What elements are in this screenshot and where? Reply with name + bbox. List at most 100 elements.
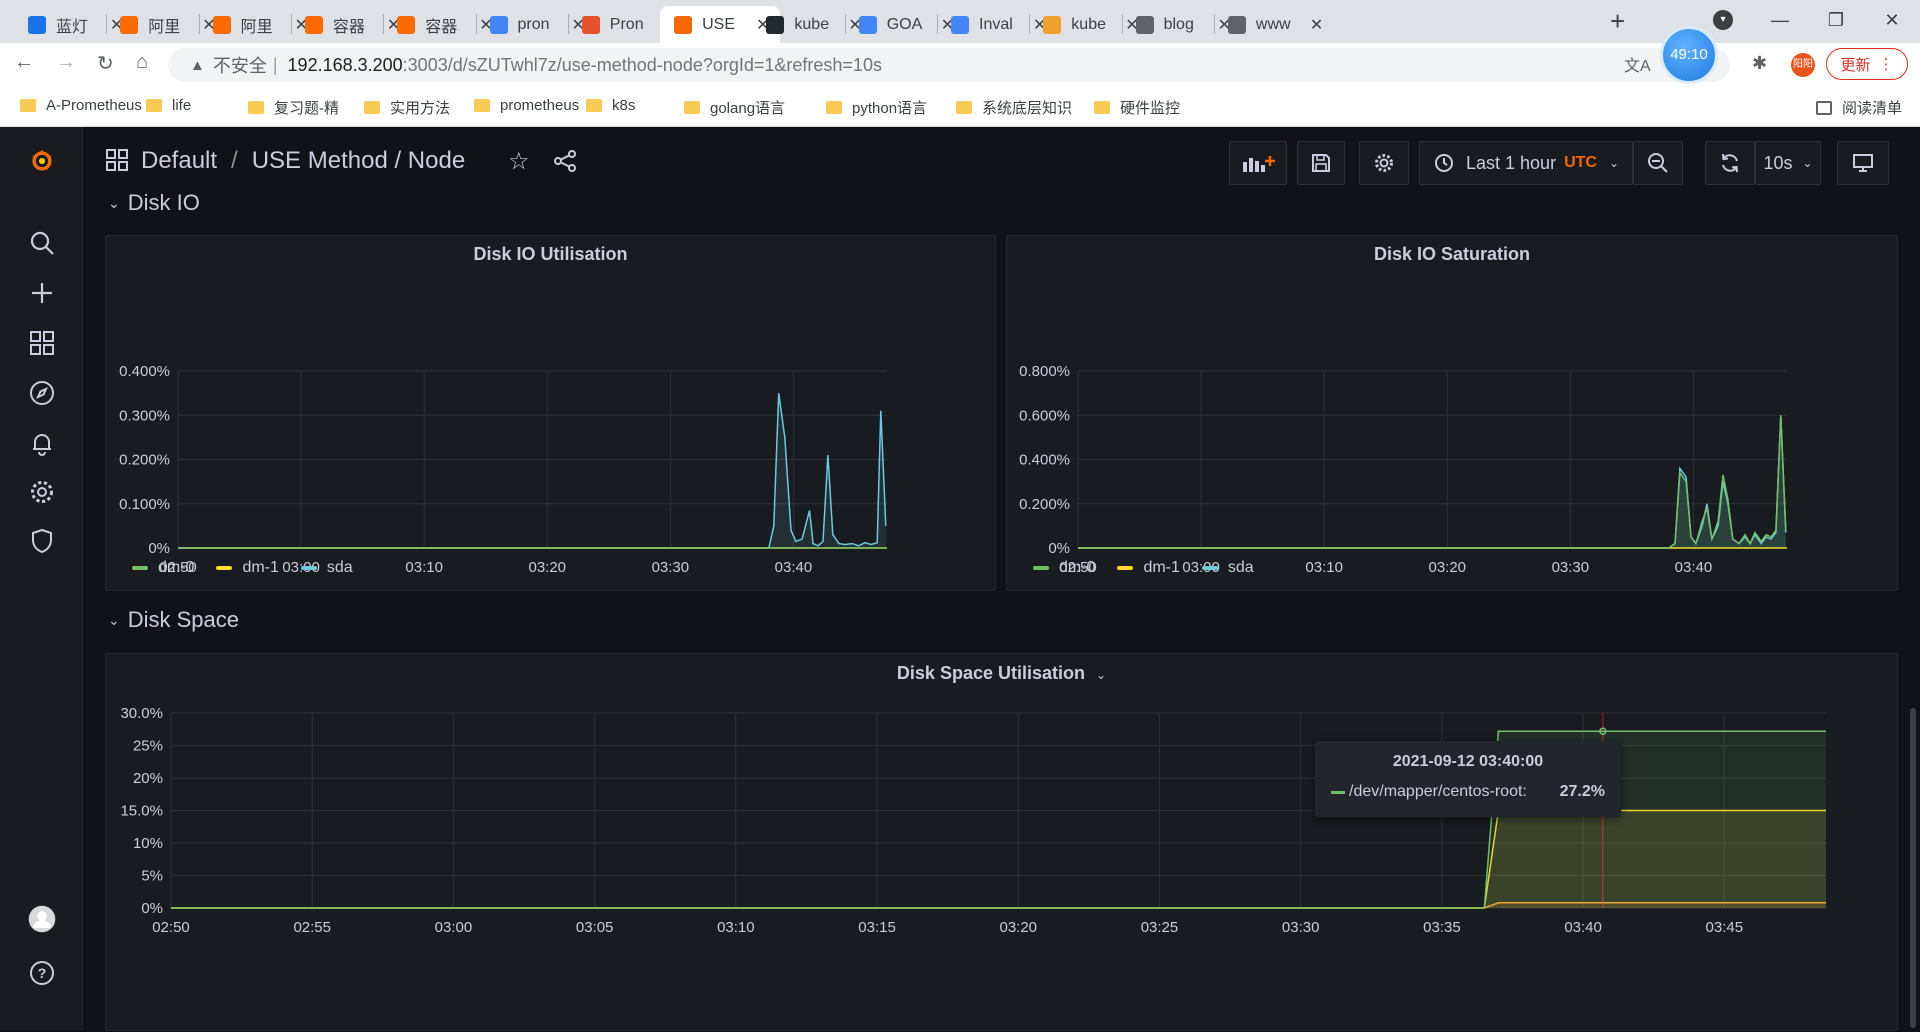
browser-tab[interactable]: pron ✕ <box>476 6 595 43</box>
minimize-icon[interactable]: — <box>1771 10 1789 30</box>
tab-close-icon[interactable]: ✕ <box>110 16 124 34</box>
breadcrumb-folder[interactable]: Default <box>141 147 218 174</box>
browser-tab[interactable]: 蓝灯 ✕ <box>14 6 133 43</box>
save-dashboard-button[interactable] <box>1297 141 1345 185</box>
panel-disk-io-saturation[interactable]: Disk IO Saturation 0% 0.200% 0.400% 0.600% 0… <box>1006 235 1898 591</box>
bookmark-folder[interactable]: 硬件监控 <box>1094 97 1180 118</box>
page-scrollbar[interactable] <box>1910 708 1916 1028</box>
tab-close-icon[interactable]: ✕ <box>479 16 493 34</box>
back-icon[interactable]: ← <box>14 51 34 73</box>
panel-title[interactable]: Disk IO Utilisation <box>473 244 628 264</box>
tab-search-icon[interactable]: ▾ <box>1713 10 1733 30</box>
disk-io-utilisation-graph[interactable]: 0%0.100%0.200%0.300%0.400%02:5003:0003:1… <box>106 236 997 592</box>
tab-close-icon[interactable]: ✕ <box>940 16 955 34</box>
browser-tab[interactable]: 阿里 ✕ <box>106 6 225 43</box>
refresh-interval-picker[interactable]: 10s ⌄ <box>1755 141 1821 185</box>
configuration-gear-icon[interactable] <box>22 472 62 512</box>
legend-item[interactable]: dm-1 <box>216 559 279 577</box>
add-panel-button[interactable] <box>1229 141 1287 185</box>
browser-tab[interactable]: kube ✕ <box>1029 6 1148 43</box>
dashboard-settings-button[interactable] <box>1359 141 1409 185</box>
panel-disk-io-utilisation[interactable]: Disk IO Utilisation 0% 0.100% 0.200% 0.300%… <box>105 235 996 591</box>
user-avatar[interactable] <box>22 899 62 939</box>
address-bar[interactable]: ▲ 不安全 | 192.168.3.200 :3003/d/sZUTwhl7z/… <box>168 48 1730 82</box>
bookmark-folder[interactable]: 复习题-精 <box>248 97 339 118</box>
cycle-view-mode-button[interactable] <box>1837 141 1889 185</box>
bookmark-folder[interactable]: 实用方法 <box>364 97 450 118</box>
tab-separator <box>198 14 200 34</box>
tab-favicon-icon <box>489 15 508 34</box>
dashboards-icon[interactable] <box>22 323 62 363</box>
browser-tab[interactable]: 阿里 ✕ <box>199 6 318 43</box>
legend-item[interactable]: dm-0 <box>132 559 194 577</box>
bookmark-folder[interactable]: python语言 <box>826 97 927 118</box>
legend-item[interactable]: dm-0 <box>1033 559 1095 577</box>
browser-tab[interactable]: USE ✕ <box>660 6 780 43</box>
home-icon[interactable]: ⌂ <box>136 51 149 73</box>
tab-close-icon[interactable]: ✕ <box>1309 16 1324 34</box>
tooltip-value: 27.2% <box>1559 783 1605 800</box>
dashboard-title[interactable]: USE Method / Node <box>251 147 466 174</box>
share-icon[interactable] <box>553 149 577 173</box>
server-admin-shield-icon[interactable] <box>22 521 62 561</box>
tab-separator <box>844 14 846 34</box>
panel-title[interactable]: Disk Space Utilisation ⌄ <box>106 663 1897 684</box>
translate-icon[interactable]: 文A <box>1624 58 1651 75</box>
bookmark-folder[interactable]: life <box>146 97 191 114</box>
tab-close-icon[interactable]: ✕ <box>571 16 585 34</box>
browser-tab[interactable]: GOA ✕ <box>845 6 964 43</box>
time-picker-button[interactable]: Last 1 hour UTC ⌄ <box>1419 141 1633 185</box>
refresh-button[interactable] <box>1705 141 1755 185</box>
update-button[interactable]: 更新 ⋮ <box>1826 48 1908 80</box>
browser-tab[interactable]: blog ✕ <box>1122 6 1241 43</box>
timer-badge[interactable]: 49:10 <box>1660 26 1718 84</box>
x-axis-tick-label: 03:10 <box>717 919 755 936</box>
maximize-icon[interactable]: ❐ <box>1827 10 1845 30</box>
alerting-bell-icon[interactable] <box>22 423 62 463</box>
tab-close-icon[interactable]: ✕ <box>848 16 862 34</box>
reload-icon[interactable]: ↻ <box>97 53 114 75</box>
grafana-logo-icon[interactable] <box>22 141 62 181</box>
bookmark-folder[interactable]: golang语言 <box>684 97 785 118</box>
close-window-icon[interactable]: ✕ <box>1884 10 1900 30</box>
tab-close-icon[interactable]: ✕ <box>294 16 308 34</box>
forward-icon[interactable]: → <box>56 51 76 73</box>
reading-list-button[interactable]: 阅读清单 <box>1815 97 1902 118</box>
browser-tab[interactable]: www ✕ <box>1214 6 1333 43</box>
legend-item[interactable]: sda <box>300 559 353 577</box>
legend-item[interactable]: dm-1 <box>1117 559 1180 577</box>
panel-disk-space-utilisation[interactable]: Disk Space Utilisation ⌄ 0% 5% 10% 15.0% 20%… <box>105 653 1898 1031</box>
new-tab-button[interactable]: + <box>1610 6 1626 36</box>
x-axis-tick-label: 03:15 <box>858 919 896 936</box>
disk-io-saturation-graph[interactable]: 0% 0.200% 0.400% 0.600% 0.800% 02:50 03:00 03:1… <box>1007 236 1899 592</box>
bookmark-folder[interactable]: k8s <box>586 97 635 114</box>
tab-close-icon[interactable]: ✕ <box>1217 16 1231 34</box>
panel-menu-chevron-icon[interactable]: ⌄ <box>1096 668 1107 682</box>
x-axis-tick-label: 03:35 <box>1423 919 1461 936</box>
star-icon[interactable]: ☆ <box>508 148 530 175</box>
tab-close-icon[interactable]: ✕ <box>202 16 216 34</box>
tab-close-icon[interactable]: ✕ <box>386 16 401 34</box>
zoom-out-button[interactable] <box>1633 141 1683 185</box>
row-disk-io[interactable]: ⌄ Disk IO <box>108 190 200 216</box>
browser-tab[interactable]: 容器 ✕ <box>291 6 410 43</box>
bookmark-folder[interactable]: prometheus <box>474 97 579 114</box>
panel-title[interactable]: Disk IO Saturation <box>1373 244 1531 264</box>
browser-tab[interactable]: kube ✕ <box>752 6 871 43</box>
create-plus-icon[interactable] <box>22 273 62 313</box>
bookmark-folder[interactable]: A-Prometheus <box>20 97 142 114</box>
legend-item[interactable]: sda <box>1201 559 1254 577</box>
help-icon[interactable]: ? <box>22 953 62 993</box>
search-icon[interactable] <box>22 223 62 263</box>
explore-compass-icon[interactable] <box>22 373 62 413</box>
bookmark-folder[interactable]: 系统底层知识 <box>956 97 1072 118</box>
profile-avatar[interactable]: 阳阳 <box>1791 53 1815 77</box>
disk-space-utilisation-graph[interactable]: 0% 5% 10% 15.0% 20% 25% 30.0% 02:50 02:55 03:00 03… <box>106 654 1899 1032</box>
extensions-icon[interactable]: ✱ <box>1752 53 1768 73</box>
tab-close-icon[interactable]: ✕ <box>1125 16 1139 34</box>
tab-close-icon[interactable]: ✕ <box>756 16 770 34</box>
browser-tab[interactable]: Inval ✕ <box>937 6 1056 43</box>
browser-tab[interactable]: 容器 ✕ <box>383 6 502 43</box>
tab-close-icon[interactable]: ✕ <box>1033 16 1047 34</box>
row-disk-space[interactable]: ⌄ Disk Space <box>108 607 239 633</box>
